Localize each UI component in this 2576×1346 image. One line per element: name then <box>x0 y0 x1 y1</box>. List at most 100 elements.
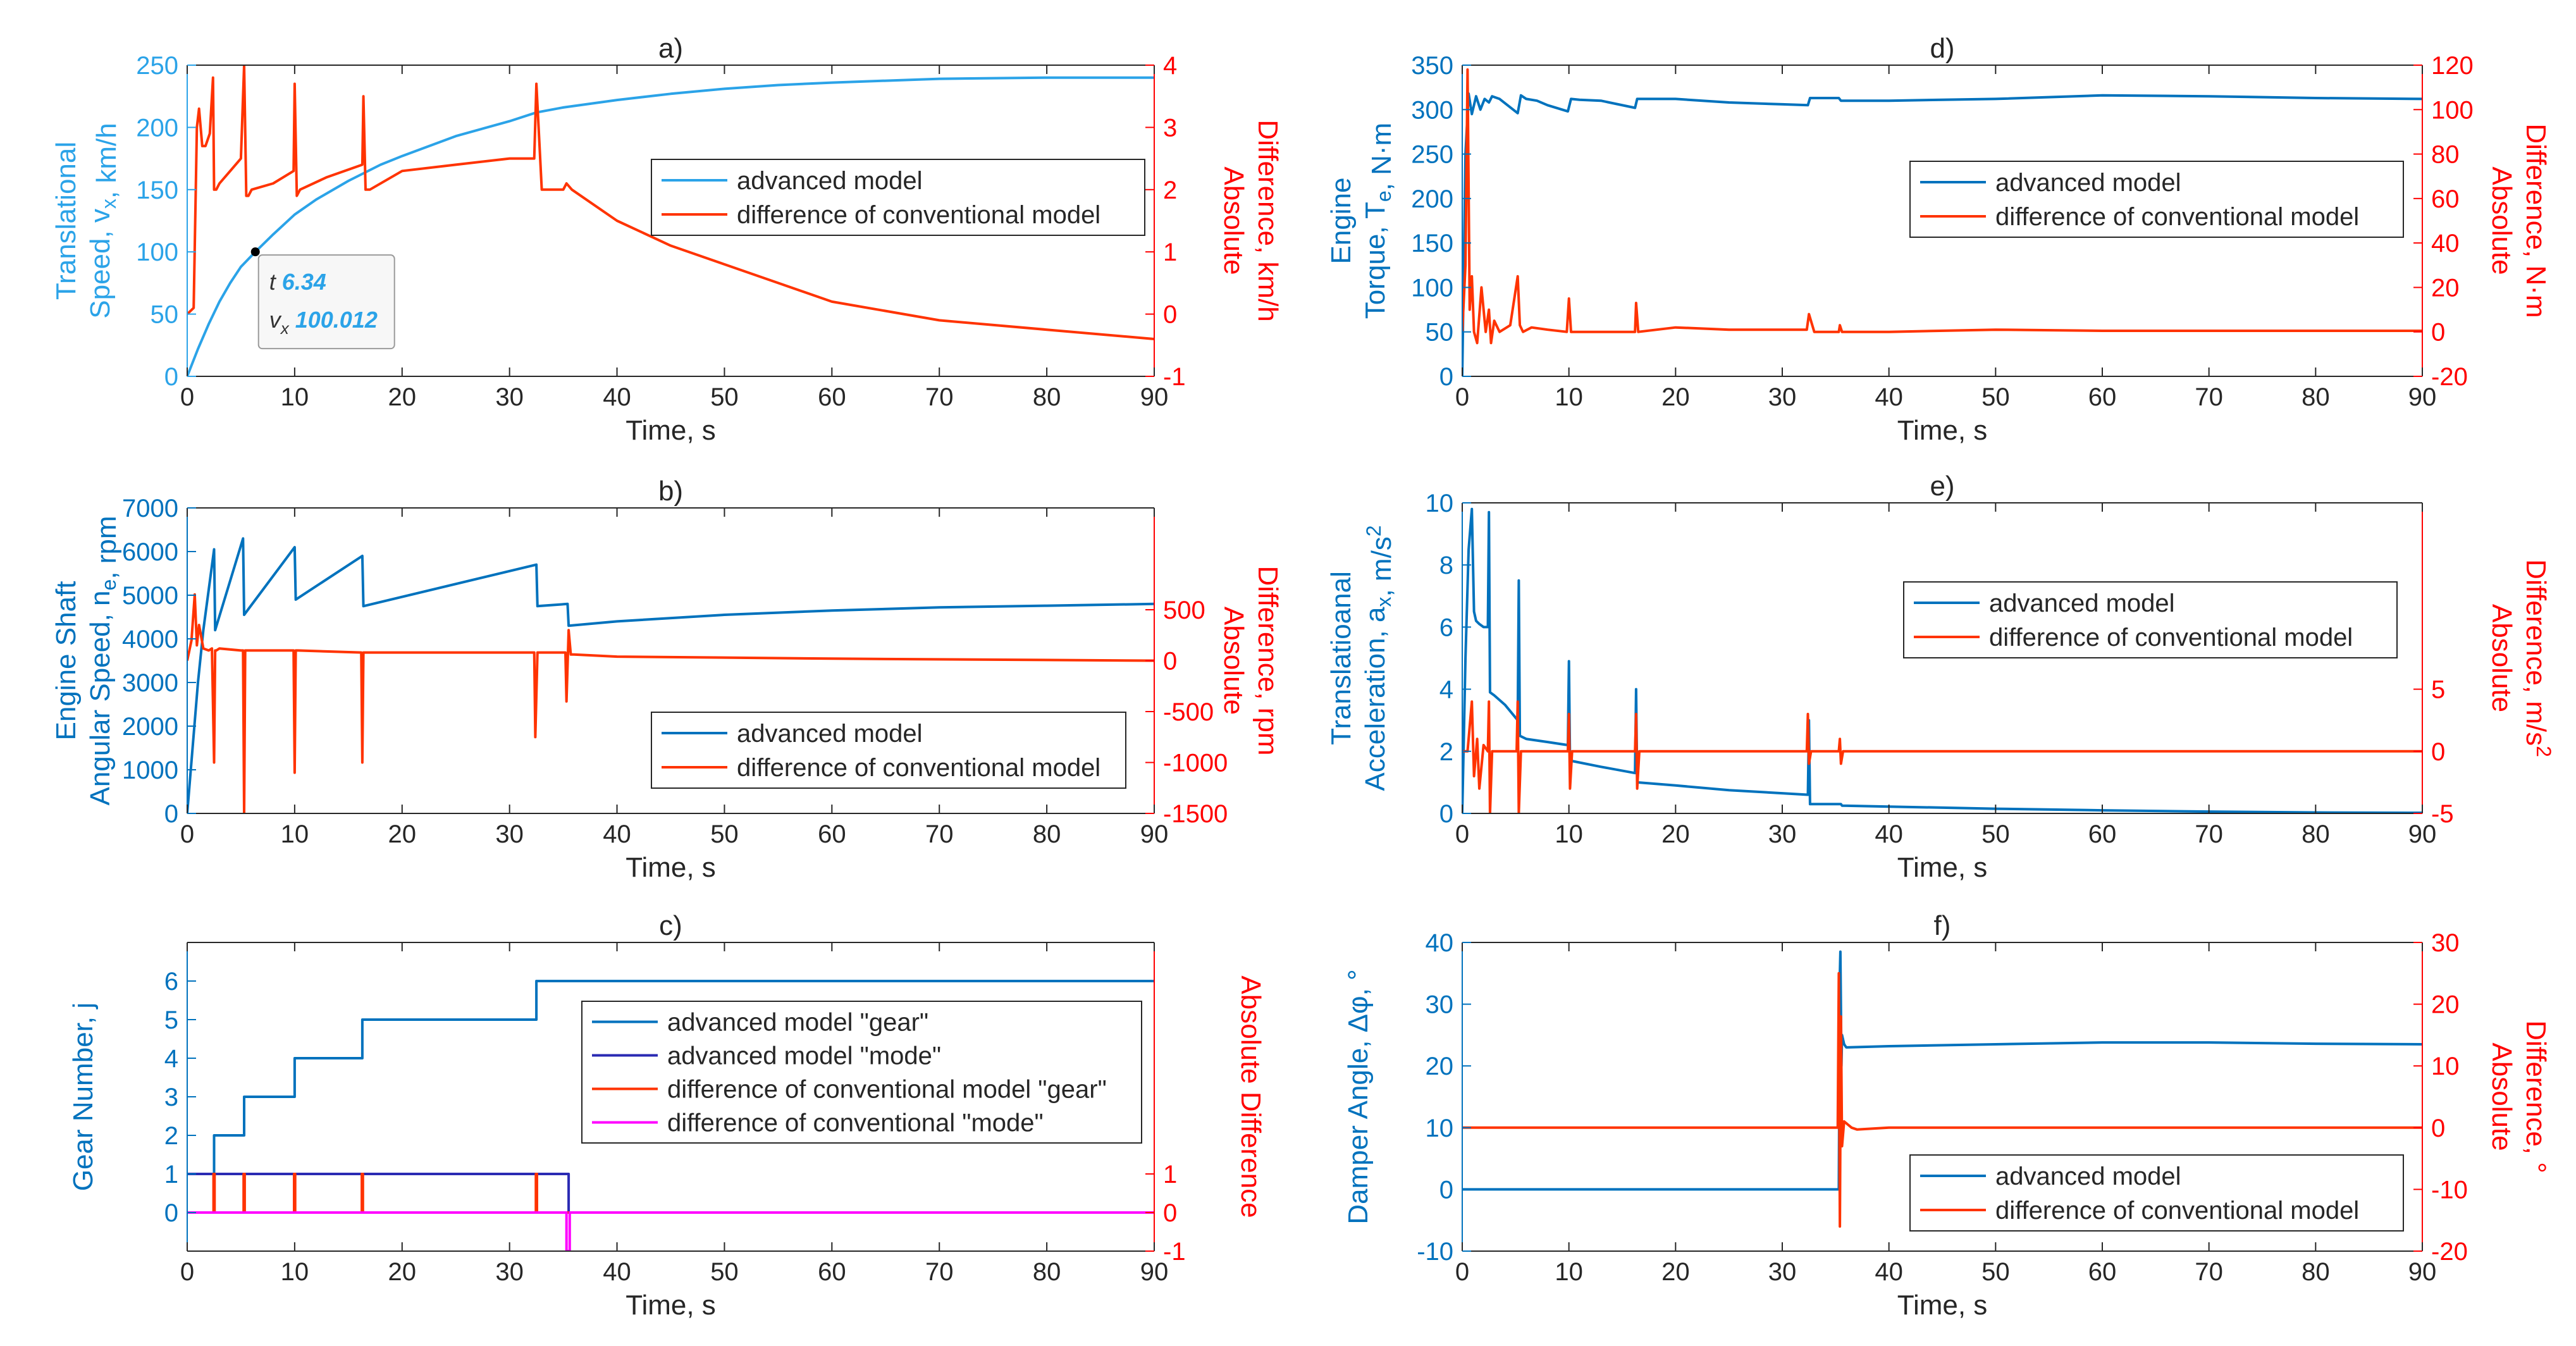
x-tick-label: 10 <box>1555 820 1583 848</box>
series-line-4 <box>187 1211 1154 1251</box>
x-tick-label: 10 <box>281 820 309 848</box>
y-tick-label-left: 8 <box>1439 552 1453 579</box>
y-tick-label-left: 300 <box>1411 96 1453 124</box>
y-axis-label-left: Translational <box>51 142 82 300</box>
y-tick-label-left: 2000 <box>122 713 178 741</box>
y-tick-label-left: 200 <box>136 114 178 142</box>
x-tick-label: 40 <box>1875 383 1903 411</box>
y-tick-label-right: -5 <box>2431 800 2454 828</box>
x-tick-label: 10 <box>281 1258 309 1286</box>
x-tick-label: 60 <box>2088 820 2117 848</box>
x-tick-label: 90 <box>1140 383 1169 411</box>
legend: advanced model difference of conventional… <box>1909 1154 2404 1232</box>
legend-box <box>1909 161 2404 238</box>
x-tick-label: 80 <box>2302 1258 2330 1286</box>
y-tick-label-left: 0 <box>1439 363 1453 391</box>
y-tick-label-right: 80 <box>2431 141 2460 169</box>
x-tick-label: 10 <box>1555 383 1583 411</box>
series-line-3 <box>187 1173 1154 1214</box>
x-tick-label: 60 <box>2088 1258 2117 1286</box>
x-axis-label: Time, s <box>626 852 716 883</box>
series-line-1 <box>187 76 1154 376</box>
chart-panel-a: 0 10 20 30 40 50 60 70 80 90 0 50 100 150 200 250 -1 0 1 2 3… <box>51 33 1283 446</box>
x-tick-label: 90 <box>2408 820 2437 848</box>
x-tick-label: 0 <box>1455 383 1469 411</box>
y-tick-label-right: -1 <box>1163 1238 1186 1266</box>
series-line-2 <box>187 1173 570 1213</box>
chart-title: e) <box>1930 471 1954 502</box>
y-tick-label-right: -1 <box>1163 363 1186 391</box>
y-tick-label-left: 3000 <box>122 669 178 697</box>
series-line-1 <box>187 537 1154 813</box>
x-tick-label: 10 <box>1555 1258 1583 1286</box>
x-tick-label: 70 <box>925 820 954 848</box>
y-axis-label-left: Angular Speed, ne, rpm <box>85 516 122 805</box>
x-tick-label: 70 <box>925 1258 954 1286</box>
legend-entry: advanced model <box>1995 169 2181 197</box>
legend-entry: difference of conventional model <box>737 201 1100 229</box>
series-group <box>1462 950 2422 1228</box>
x-tick-label: 0 <box>180 820 194 848</box>
x-tick-label: 60 <box>2088 383 2117 411</box>
x-tick-label: 20 <box>1661 383 1690 411</box>
chart-title: d) <box>1930 33 1954 64</box>
x-axis-label: Time, s <box>626 1290 716 1321</box>
x-tick-label: 80 <box>2302 820 2330 848</box>
legend-entry: advanced model <box>1995 1163 2181 1190</box>
y-tick-label-right: 3 <box>1163 114 1177 142</box>
legend-entry: difference of conventional model <box>1995 1197 2359 1225</box>
y-tick-label-left: 50 <box>151 301 179 329</box>
x-tick-label: 80 <box>2302 383 2330 411</box>
legend-entry: advanced model <box>737 720 923 748</box>
chart-title: a) <box>658 33 683 64</box>
data-tip[interactable]: t 6.34 vx 100.012 <box>250 247 395 350</box>
y-axis-label-left: Acceleration, ax, m/s2 <box>1360 525 1397 791</box>
y-tick-label-left: 150 <box>1411 230 1453 257</box>
legend: advanced model difference of conventional… <box>1909 161 2404 238</box>
legend-box <box>651 712 1126 789</box>
x-axis-label: Time, s <box>1897 1290 1988 1321</box>
series-line-2 <box>187 65 1154 340</box>
y-tick-label-left: 0 <box>1439 800 1453 828</box>
legend-entry: difference of conventional model "gear" <box>667 1076 1107 1104</box>
x-tick-label: 60 <box>818 1258 846 1286</box>
y-tick-label-left: 250 <box>1411 141 1453 169</box>
series-line-1 <box>1462 507 2422 813</box>
data-tip-marker <box>250 247 260 257</box>
y-tick-label-left: 250 <box>136 52 178 80</box>
chart-title: b) <box>658 476 683 507</box>
y-tick-label-right: -10 <box>2431 1176 2468 1204</box>
y-tick-label-left: 10 <box>1426 1114 1454 1142</box>
y-axis-label-left: Gear Number, j <box>68 1003 99 1191</box>
y-axis-label-right: Difference, m/s2 <box>2520 559 2555 757</box>
series-group <box>187 980 1154 1251</box>
x-tick-label: 80 <box>1033 820 1061 848</box>
chart-title: c) <box>659 910 682 941</box>
y-tick-label-right: 100 <box>2431 96 2474 124</box>
x-tick-label: 40 <box>603 383 631 411</box>
y-tick-label-left: 20 <box>1426 1053 1454 1080</box>
y-axis-label-right: Absolute <box>1218 166 1249 275</box>
y-tick-label-left: 0 <box>1439 1176 1453 1204</box>
y-tick-label-left: 0 <box>164 1199 178 1227</box>
y-tick-label-left: 3 <box>164 1084 178 1111</box>
x-tick-label: 50 <box>710 1258 739 1286</box>
legend-entry: advanced model <box>737 167 923 195</box>
y-tick-label-left: 6 <box>1439 614 1453 641</box>
legend-entry: advanced model "gear" <box>667 1009 928 1037</box>
chart-panel-e: 0 10 20 30 40 50 60 70 80 90 0 2 4 6 8 10 -5 0 5 e) Time, s T… <box>1326 471 2555 883</box>
y-tick-label-right: -1500 <box>1163 800 1228 828</box>
chart-panel-c: 0 10 20 30 40 50 60 70 80 90 0 1 2 3 4 5 6 -1 0 1 c) Time, s G… <box>68 910 1266 1321</box>
series-line-2 <box>1462 700 2422 813</box>
y-tick-label-right: -500 <box>1163 698 1214 726</box>
y-axis-label-right: Difference, km/h <box>1252 120 1283 322</box>
x-tick-label: 20 <box>388 820 417 848</box>
y-tick-label-right: 30 <box>2431 929 2460 957</box>
x-tick-label: 20 <box>1661 1258 1690 1286</box>
y-tick-label-left: 50 <box>1426 319 1454 347</box>
x-tick-label: 20 <box>388 1258 417 1286</box>
y-axis-label-right: Difference, ° <box>2520 1020 2551 1173</box>
x-tick-label: 0 <box>180 383 194 411</box>
y-tick-label-left: 200 <box>1411 185 1453 213</box>
